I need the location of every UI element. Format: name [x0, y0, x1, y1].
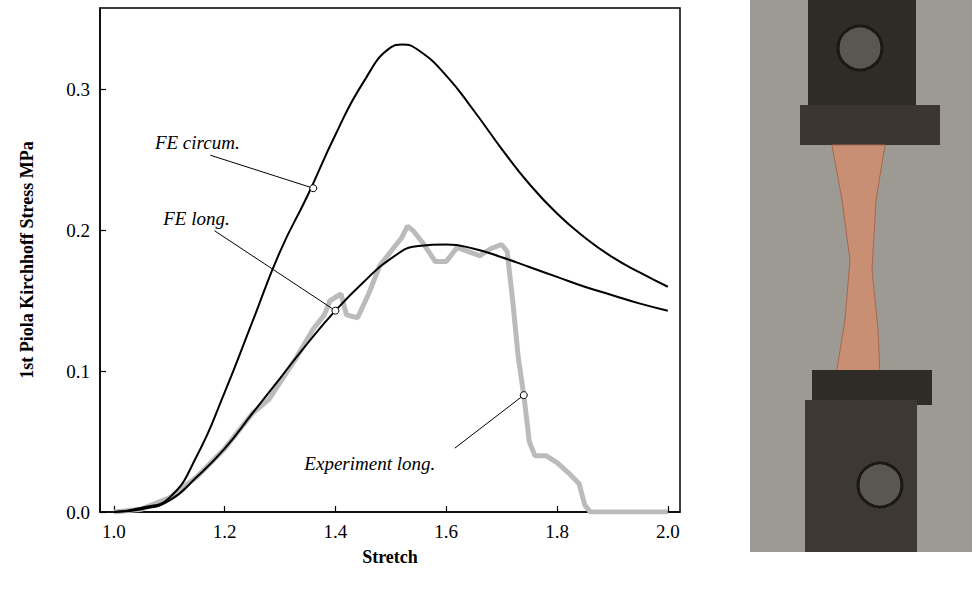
svg-text:Stretch: Stretch: [362, 547, 418, 567]
svg-text:FE long.: FE long.: [162, 208, 230, 229]
svg-text:1st Piola Kirchhoff Stress MPa: 1st Piola Kirchhoff Stress MPa: [17, 141, 37, 378]
svg-text:1.0: 1.0: [102, 521, 126, 542]
svg-text:1.4: 1.4: [324, 521, 348, 542]
svg-text:2.0: 2.0: [656, 521, 680, 542]
svg-text:0.3: 0.3: [66, 79, 90, 100]
svg-text:FE circum.: FE circum.: [154, 132, 240, 153]
svg-text:Experiment long.: Experiment long.: [303, 453, 435, 474]
svg-text:1.8: 1.8: [545, 521, 569, 542]
svg-text:1.6: 1.6: [434, 521, 458, 542]
svg-text:0.2: 0.2: [66, 220, 90, 241]
svg-text:0.1: 0.1: [66, 361, 90, 382]
svg-text:1.2: 1.2: [213, 521, 237, 542]
svg-text:0.0: 0.0: [66, 502, 90, 523]
